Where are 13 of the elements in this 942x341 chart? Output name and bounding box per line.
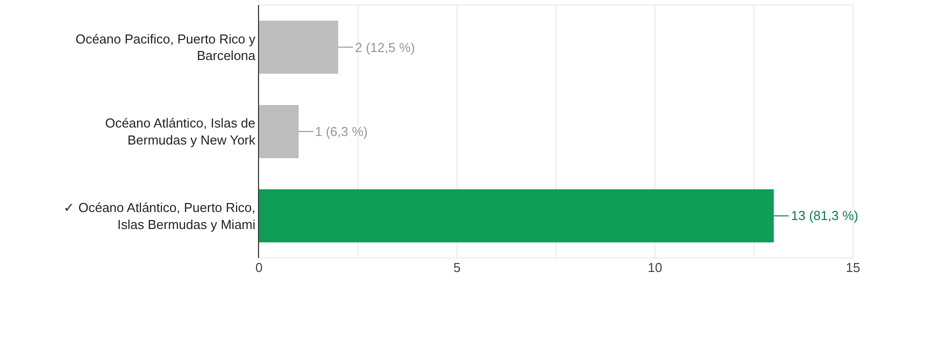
bar xyxy=(259,20,338,74)
data-label: 2 (12,5 %) xyxy=(355,40,415,55)
x-tick-label: 0 xyxy=(255,260,263,275)
x-tick-label: 5 xyxy=(453,260,461,275)
x-tick-label: 15 xyxy=(846,260,860,275)
y-tick-label: Océano Atlántico, Islas de Bermudas y New York xyxy=(105,116,256,148)
y-tick-label: ✓ Océano Atlántico, Puerto Rico, Islas Bermudas y Miami xyxy=(64,200,256,232)
x-tick-label: 10 xyxy=(648,260,662,275)
y-tick-label: Océano Pacifico, Puerto Rico y Barcelona xyxy=(75,31,256,64)
data-label: 1 (6,3 %) xyxy=(315,124,368,139)
bar xyxy=(259,189,774,242)
bar xyxy=(259,104,299,158)
data-label: 13 (81,3 %) xyxy=(791,208,858,223)
